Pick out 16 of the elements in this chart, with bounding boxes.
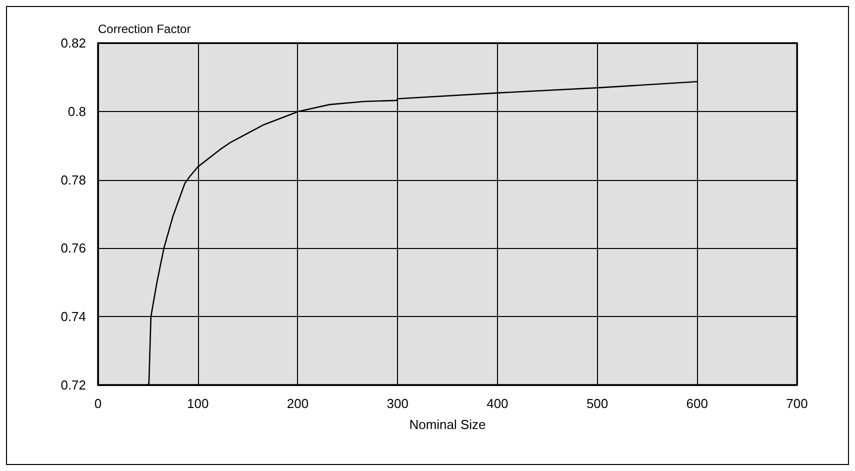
x-tick-label: 0	[94, 396, 102, 411]
x-tick-label: 700	[786, 396, 808, 411]
y-tick-label: 0.8	[68, 104, 86, 119]
y-tick-label: 0.76	[60, 240, 86, 256]
x-tick-label: 200	[286, 396, 309, 411]
y-axis-title: Correction Factor	[98, 22, 191, 36]
x-tick-label: 500	[586, 396, 608, 411]
x-tick-label: 600	[686, 396, 708, 411]
y-tick-label: 0.78	[60, 172, 86, 188]
y-tick-label: 0.82	[60, 36, 86, 50]
y-tick-label: 0.74	[60, 309, 86, 324]
x-tick-label: 300	[386, 396, 408, 411]
x-axis-title: Nominal Size	[409, 417, 486, 432]
x-tick-label: 100	[187, 396, 209, 411]
y-tick-label: 0.72	[60, 378, 86, 392]
x-tick-label: 400	[486, 396, 508, 411]
